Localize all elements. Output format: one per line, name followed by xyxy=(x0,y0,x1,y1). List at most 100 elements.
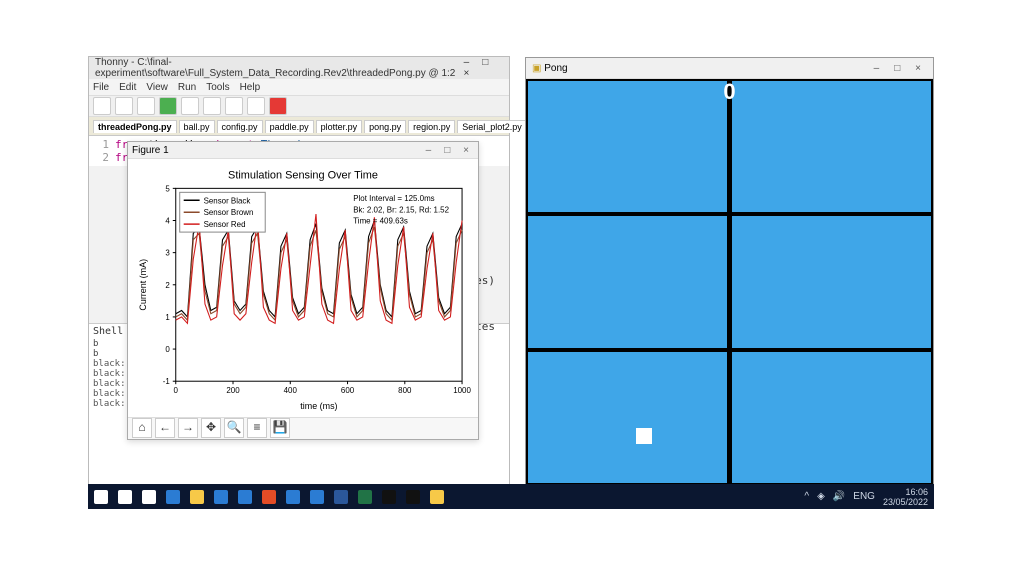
tab-file[interactable]: config.py xyxy=(217,120,263,133)
pong-cell xyxy=(732,216,931,347)
minimize-icon[interactable]: – xyxy=(867,63,885,74)
svg-text:4: 4 xyxy=(165,217,170,226)
python-icon[interactable] xyxy=(430,490,444,504)
step-over-icon[interactable] xyxy=(203,97,221,115)
vm-icon[interactable] xyxy=(310,490,324,504)
tab-file[interactable]: ball.py xyxy=(179,120,215,133)
tab-file[interactable]: plotter.py xyxy=(316,120,363,133)
plot-canvas[interactable]: Stimulation Sensing Over Time-1012345020… xyxy=(128,159,478,417)
bt-icon[interactable] xyxy=(286,490,300,504)
pong-title-text: Pong xyxy=(544,63,567,74)
svg-text:1: 1 xyxy=(165,313,170,322)
tray-vol-icon[interactable]: 🔊 xyxy=(833,491,845,502)
edge-icon[interactable] xyxy=(166,490,180,504)
zoom-icon[interactable]: 🔍 xyxy=(224,418,244,438)
pan-icon[interactable]: ✥ xyxy=(201,418,221,438)
svg-text:Time = 409.63s: Time = 409.63s xyxy=(353,217,408,226)
tab-file[interactable]: pong.py xyxy=(364,120,406,133)
svg-text:600: 600 xyxy=(341,386,355,395)
figure-title-text: Figure 1 xyxy=(132,145,169,156)
new-icon[interactable] xyxy=(93,97,111,115)
forward-icon[interactable]: → xyxy=(178,418,198,438)
home-icon[interactable]: ⌂ xyxy=(132,418,152,438)
svg-text:200: 200 xyxy=(226,386,240,395)
svg-text:3: 3 xyxy=(165,249,170,258)
store-icon[interactable] xyxy=(214,490,228,504)
excel-icon[interactable] xyxy=(358,490,372,504)
tray-net-icon[interactable]: ◈ xyxy=(817,491,825,502)
svg-text:Sensor Black: Sensor Black xyxy=(204,196,251,205)
matplotlib-toolbar: ⌂ ← → ✥ 🔍 ≡ 💾 xyxy=(128,417,478,439)
search-icon[interactable] xyxy=(118,490,132,504)
pong-cell xyxy=(528,216,727,347)
menu-run[interactable]: Run xyxy=(178,82,196,93)
maximize-icon[interactable]: □ xyxy=(477,57,493,68)
svg-text:1000: 1000 xyxy=(453,386,471,395)
svg-text:Stimulation Sensing Over Time: Stimulation Sensing Over Time xyxy=(228,169,378,181)
debug-icon[interactable] xyxy=(181,97,199,115)
tab-file[interactable]: paddle.py xyxy=(265,120,314,133)
stop-icon[interactable] xyxy=(269,97,287,115)
chrome-icon[interactable] xyxy=(262,490,276,504)
terminal-icon[interactable] xyxy=(406,490,420,504)
tray-lang[interactable]: ENG xyxy=(853,491,875,502)
word-icon[interactable] xyxy=(334,490,348,504)
maximize-icon[interactable]: □ xyxy=(888,63,906,74)
svg-text:5: 5 xyxy=(165,184,170,193)
save-icon[interactable]: 💾 xyxy=(270,418,290,438)
tab-file[interactable]: region.py xyxy=(408,120,455,133)
step-out-icon[interactable] xyxy=(247,97,265,115)
pong-titlebar[interactable]: ▣ Pong – □ × xyxy=(526,58,933,79)
menu-help[interactable]: Help xyxy=(240,82,261,93)
svg-text:Plot Interval = 125.0ms: Plot Interval = 125.0ms xyxy=(353,194,434,203)
ide-title-text: Thonny - C:\final-experiment\software\Fu… xyxy=(95,57,458,79)
menu-tools[interactable]: Tools xyxy=(206,82,229,93)
taskbar-clock[interactable]: 16:06 23/05/2022 xyxy=(883,487,928,507)
svg-text:800: 800 xyxy=(398,386,412,395)
ide-menubar: File Edit View Run Tools Help xyxy=(89,79,509,96)
tray-up-icon[interactable]: ^ xyxy=(804,491,809,502)
close-icon[interactable]: × xyxy=(909,63,927,74)
menu-edit[interactable]: Edit xyxy=(119,82,136,93)
save-icon[interactable] xyxy=(137,97,155,115)
pong-score: 0 xyxy=(723,79,735,105)
open-icon[interactable] xyxy=(115,97,133,115)
editor-tabs: threadedPong.pyball.pyconfig.pypaddle.py… xyxy=(89,117,509,136)
ide-toolbar xyxy=(89,96,509,117)
pong-canvas[interactable]: 0 xyxy=(526,79,933,485)
menu-view[interactable]: View xyxy=(146,82,168,93)
tab-file[interactable]: threadedPong.py xyxy=(93,120,177,133)
mail-icon[interactable] xyxy=(238,490,252,504)
step-into-icon[interactable] xyxy=(225,97,243,115)
tab-file[interactable]: Serial_plot2.py xyxy=(457,120,527,133)
svg-text:0: 0 xyxy=(174,386,179,395)
svg-text:2: 2 xyxy=(165,281,170,290)
taskview-icon[interactable] xyxy=(142,490,156,504)
svg-text:Current (mA): Current (mA) xyxy=(138,259,148,311)
pong-cell xyxy=(732,81,931,212)
svg-text:Sensor Brown: Sensor Brown xyxy=(204,208,254,217)
svg-text:400: 400 xyxy=(284,386,298,395)
ide-window-controls: – □ × xyxy=(458,57,503,79)
start-icon[interactable] xyxy=(94,490,108,504)
close-icon[interactable]: × xyxy=(458,68,474,79)
svg-text:Sensor Red: Sensor Red xyxy=(204,220,246,229)
subplots-icon[interactable]: ≡ xyxy=(247,418,267,438)
explorer-icon[interactable] xyxy=(190,490,204,504)
pong-game-window: ▣ Pong – □ × 0 xyxy=(525,57,934,486)
maximize-icon[interactable]: □ xyxy=(439,145,455,156)
cmd-icon[interactable] xyxy=(382,490,396,504)
run-icon[interactable] xyxy=(159,97,177,115)
back-icon[interactable]: ← xyxy=(155,418,175,438)
matplotlib-figure-window: Figure 1 – □ × Stimulation Sensing Over … xyxy=(127,141,479,440)
svg-text:time (ms): time (ms) xyxy=(300,401,337,411)
minimize-icon[interactable]: – xyxy=(458,57,474,68)
figure-titlebar[interactable]: Figure 1 – □ × xyxy=(128,142,478,159)
close-icon[interactable]: × xyxy=(458,145,474,156)
menu-file[interactable]: File xyxy=(93,82,109,93)
svg-text:0: 0 xyxy=(165,345,170,354)
minimize-icon[interactable]: – xyxy=(420,145,436,156)
ide-titlebar[interactable]: Thonny - C:\final-experiment\software\Fu… xyxy=(89,57,509,79)
svg-text:Bk: 2.02, Br: 2.15, Rd: 1.52: Bk: 2.02, Br: 2.15, Rd: 1.52 xyxy=(353,206,449,215)
pong-cell xyxy=(528,352,727,483)
